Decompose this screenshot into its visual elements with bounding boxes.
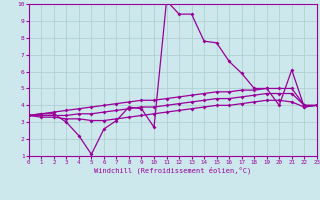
X-axis label: Windchill (Refroidissement éolien,°C): Windchill (Refroidissement éolien,°C) (94, 167, 252, 174)
